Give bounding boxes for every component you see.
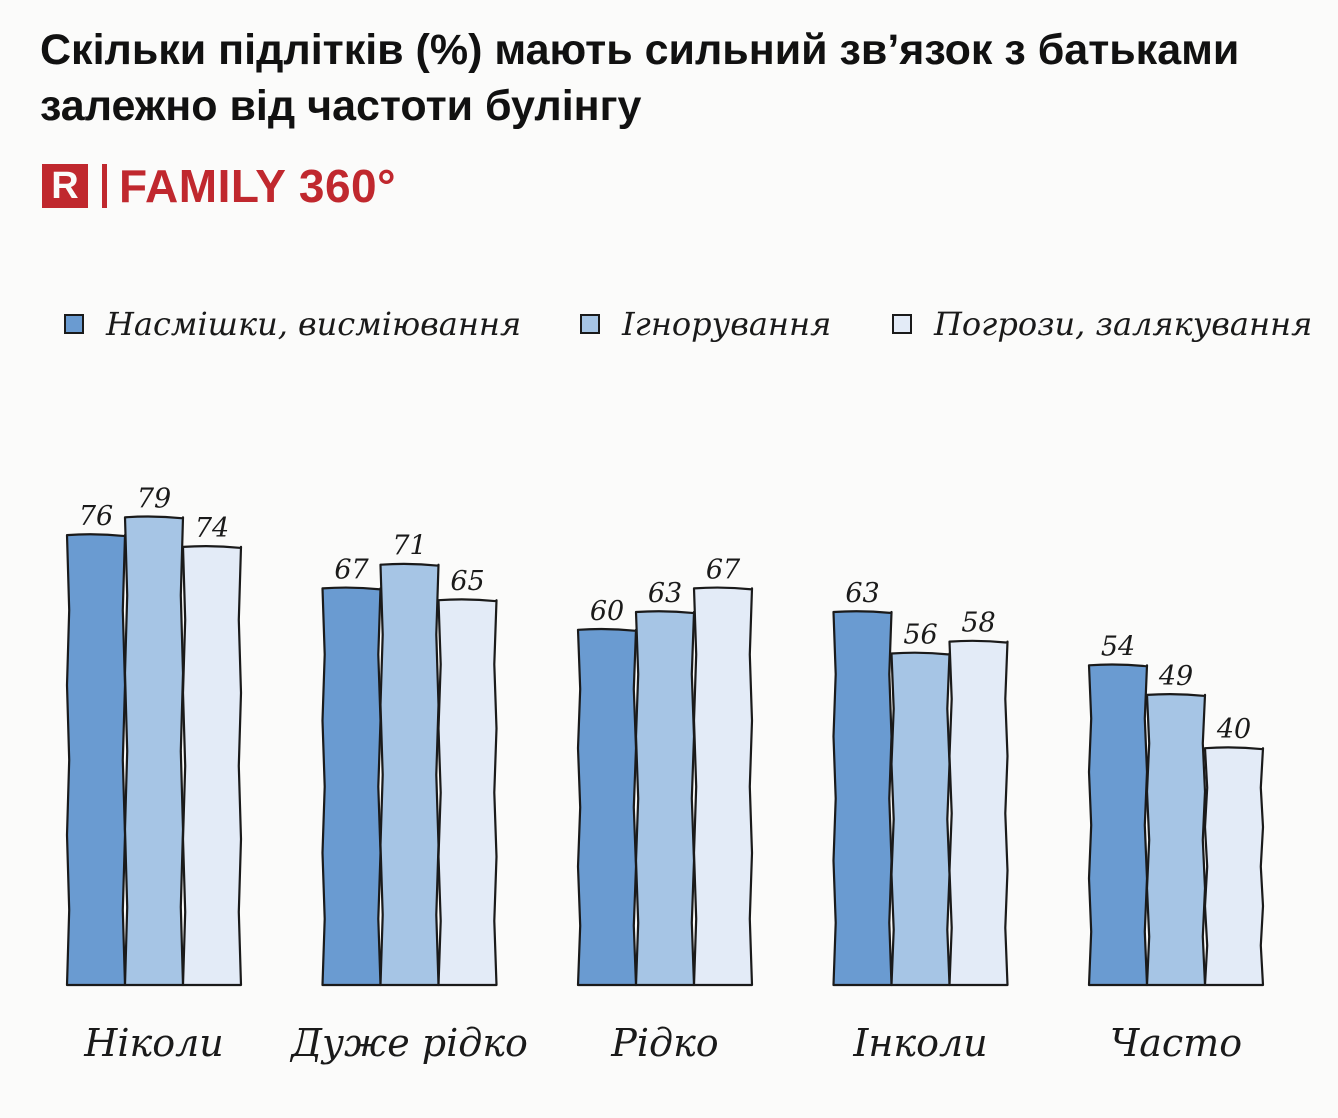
bar-4-1: [1145, 693, 1207, 987]
brand-mark: R: [42, 164, 88, 208]
legend-swatch-1: [580, 314, 600, 334]
category-label-4: Часто: [1110, 1021, 1242, 1065]
value-label-2-2: 67: [706, 554, 741, 585]
value-label-3-0: 63: [845, 578, 879, 609]
legend-item-2: Погрози, залякування: [892, 296, 1312, 352]
category-label-0: Ніколи: [83, 1021, 224, 1065]
bar-3-0: [832, 610, 893, 987]
legend-swatch-2: [892, 314, 912, 334]
bar-2-1: [634, 610, 696, 987]
bar-1-0: [321, 586, 382, 987]
category-label-2: Рідко: [610, 1021, 718, 1065]
legend-label-2: Погрози, залякування: [934, 305, 1313, 343]
value-label-1-2: 65: [450, 566, 484, 597]
bar-3-1: [890, 651, 951, 987]
brand-logo: R FAMILY 360°: [42, 160, 397, 212]
bar-2-0: [576, 627, 638, 987]
bar-2-2: [692, 586, 754, 987]
bar-4-2: [1203, 746, 1265, 987]
legend-label-0: Насмішки, висміювання: [106, 305, 522, 343]
value-label-2-1: 63: [648, 578, 682, 609]
value-label-0-1: 79: [137, 483, 171, 514]
legend-item-0: Насмішки, висміювання: [64, 296, 521, 352]
value-label-1-1: 71: [392, 531, 426, 562]
legend-swatch-0: [64, 314, 84, 334]
chart-title: Скільки підлітків (%) мають сильний зв’я…: [40, 26, 1240, 130]
legend: Насмішки, висміювання Ігнорування Погроз…: [60, 296, 1320, 352]
value-label-4-2: 40: [1216, 714, 1251, 745]
value-label-3-1: 56: [903, 619, 937, 650]
category-label-1: Дуже рідко: [289, 1021, 528, 1065]
value-label-3-2: 58: [961, 608, 995, 639]
value-label-0-2: 74: [195, 513, 229, 544]
bar-0-2: [181, 545, 243, 987]
bar-1-1: [379, 562, 440, 987]
legend-label-1: Ігнорування: [622, 305, 832, 343]
value-label-1-0: 67: [334, 554, 369, 585]
value-label-4-1: 49: [1158, 661, 1193, 692]
bar-0-1: [123, 515, 185, 987]
bar-3-2: [948, 639, 1009, 987]
bar-0-0: [65, 533, 127, 987]
brand-name: FAMILY 360°: [119, 160, 397, 212]
category-label-3: Інколи: [852, 1021, 987, 1065]
value-label-0-0: 76: [79, 501, 113, 532]
value-label-4-0: 54: [1101, 631, 1135, 662]
bar-4-0: [1087, 663, 1149, 987]
brand-separator: [102, 164, 107, 208]
legend-item-1: Ігнорування: [580, 296, 831, 352]
bar-1-2: [437, 598, 498, 987]
value-label-2-0: 60: [590, 596, 624, 627]
